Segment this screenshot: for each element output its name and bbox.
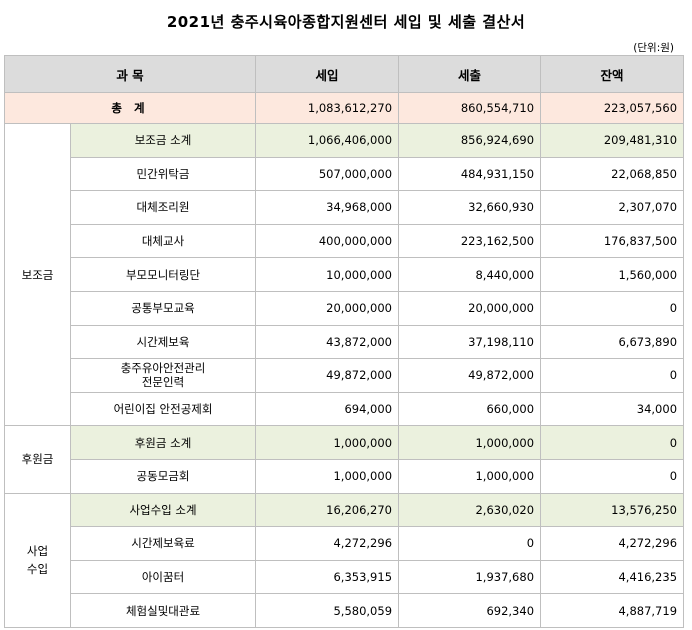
row-label: 공동모금회 <box>69 458 257 494</box>
table-row: 공통부모교육 20,000,000 20,000,000 0 <box>5 290 685 326</box>
row-income: 1,000,000 <box>255 458 400 494</box>
row-label: 대체교사 <box>69 223 257 259</box>
row-expense: 49,872,000 <box>398 358 542 393</box>
table-row: 민간위탁금 507,000,000 484,931,150 22,068,850 <box>5 156 685 192</box>
page-title: 2021년 충주시육아종합지원센터 세입 및 세출 결산서 <box>166 13 526 31</box>
row-income: 694,000 <box>255 391 400 427</box>
group-label-line1: 사업 <box>26 544 49 559</box>
row-label-line1: 충주유아안전관리 <box>120 361 206 376</box>
header-row: 과 목 세입 세출 잔액 <box>3 55 685 93</box>
row-income: 507,000,000 <box>255 156 400 192</box>
row-balance: 0 <box>540 458 685 494</box>
row-balance: 6,673,890 <box>540 324 685 360</box>
table-row: 어린이집 안전공제회 694,000 660,000 34,000 <box>5 391 685 427</box>
row-expense: 1,000,000 <box>398 425 542 460</box>
table-row: 후원금 후원금 소계 1,000,000 1,000,000 0 <box>4 425 685 494</box>
table-row: 충주유아안전관리 전문인력 49,872,000 49,872,000 0 <box>5 358 685 393</box>
total-income: 1,083,612,270 <box>255 92 400 124</box>
row-label: 후원금 소계 <box>69 425 257 460</box>
row-income: 20,000,000 <box>255 290 400 326</box>
row-balance: 4,887,719 <box>540 593 685 628</box>
row-expense: 20,000,000 <box>398 290 542 326</box>
row-label: 부모모니터링단 <box>69 257 257 292</box>
row-label: 공통부모교육 <box>69 290 257 326</box>
row-label: 대체조리원 <box>69 190 257 225</box>
total-balance: 223,057,560 <box>540 92 685 124</box>
total-row: 총 계 1,083,612,270 860,554,710 223,057,56… <box>3 92 685 124</box>
header-income: 세입 <box>255 55 400 93</box>
row-income: 1,066,406,000 <box>255 123 400 158</box>
row-income: 5,580,059 <box>255 593 400 628</box>
header-balance: 잔액 <box>540 55 685 93</box>
row-expense: 856,924,690 <box>398 123 542 158</box>
table-row: 시간제보육료 4,272,296 0 4,272,296 <box>5 526 685 561</box>
row-expense: 32,660,930 <box>398 190 542 225</box>
row-label: 시간제보육료 <box>69 526 257 561</box>
table-row: 보조금 보조금 소계 1,066,406,000 856,924,690 209… <box>4 122 685 427</box>
group-label-donation: 후원금 <box>4 425 71 494</box>
table-row: 공동모금회 1,000,000 1,000,000 0 <box>5 458 685 494</box>
row-income: 1,000,000 <box>255 425 400 460</box>
row-income: 6,353,915 <box>255 559 400 595</box>
row-expense: 660,000 <box>398 391 542 427</box>
row-balance: 209,481,310 <box>540 123 685 158</box>
row-label: 보조금 소계 <box>69 123 257 158</box>
row-income: 400,000,000 <box>255 223 400 259</box>
table-row: 체험실및대관료 5,580,059 692,340 4,887,719 <box>5 593 685 628</box>
table-row: 시간제보육 43,872,000 37,198,110 6,673,890 <box>5 324 685 360</box>
row-balance: 22,068,850 <box>540 156 685 192</box>
row-label: 사업수입 소계 <box>69 492 257 528</box>
row-income: 43,872,000 <box>255 324 400 360</box>
row-expense: 2,630,020 <box>398 492 542 528</box>
row-label: 시간제보육 <box>69 324 257 360</box>
row-label: 민간위탁금 <box>69 156 257 192</box>
total-expense: 860,554,710 <box>398 92 542 124</box>
row-balance: 0 <box>540 358 685 393</box>
table-row: 아이꿈터 6,353,915 1,937,680 4,416,235 <box>5 559 685 595</box>
row-expense: 1,000,000 <box>398 458 542 494</box>
settlement-table: 과 목 세입 세출 잔액 총 계 1,083,612,270 860,554,7… <box>3 55 685 628</box>
row-label-line2: 전문인력 <box>141 375 185 390</box>
row-balance: 2,307,070 <box>540 190 685 225</box>
row-expense: 484,931,150 <box>398 156 542 192</box>
group-label-subsidy: 보조금 <box>4 122 71 427</box>
row-balance: 176,837,500 <box>540 223 685 259</box>
header-expense: 세출 <box>398 55 542 93</box>
row-expense: 8,440,000 <box>398 257 542 292</box>
row-expense: 692,340 <box>398 593 542 628</box>
row-balance: 34,000 <box>540 391 685 427</box>
table-row: 대체교사 400,000,000 223,162,500 176,837,500 <box>5 223 685 259</box>
unit-label: (단위:원) <box>633 42 674 54</box>
total-label: 총 계 <box>3 92 257 124</box>
row-expense: 1,937,680 <box>398 559 542 595</box>
row-income: 49,872,000 <box>255 358 400 393</box>
group-label-line2: 수입 <box>26 562 49 577</box>
row-income: 10,000,000 <box>255 257 400 292</box>
header-subject: 과 목 <box>3 55 257 93</box>
row-expense: 0 <box>398 526 542 561</box>
row-label: 어린이집 안전공제회 <box>69 391 257 427</box>
row-balance: 0 <box>540 425 685 460</box>
table-row: 부모모니터링단 10,000,000 8,440,000 1,560,000 <box>5 257 685 292</box>
row-label: 체험실및대관료 <box>69 593 257 628</box>
row-income: 16,206,270 <box>255 492 400 528</box>
table-row: 대체조리원 34,968,000 32,660,930 2,307,070 <box>5 190 685 225</box>
row-balance: 0 <box>540 290 685 326</box>
row-income: 4,272,296 <box>255 526 400 561</box>
row-balance: 4,416,235 <box>540 559 685 595</box>
row-label: 아이꿈터 <box>69 559 257 595</box>
row-balance: 4,272,296 <box>540 526 685 561</box>
row-label: 충주유아안전관리 전문인력 <box>69 358 257 393</box>
row-balance: 13,576,250 <box>540 492 685 528</box>
row-income: 34,968,000 <box>255 190 400 225</box>
row-balance: 1,560,000 <box>540 257 685 292</box>
row-expense: 37,198,110 <box>398 324 542 360</box>
row-expense: 223,162,500 <box>398 223 542 259</box>
